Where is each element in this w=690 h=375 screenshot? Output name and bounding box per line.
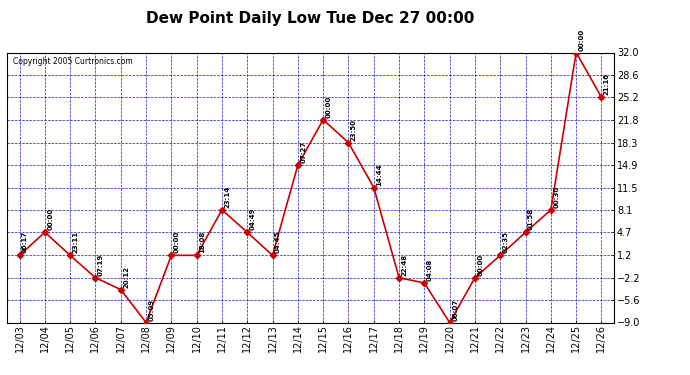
Text: 01:58: 01:58	[528, 208, 534, 230]
Point	[39, 229, 50, 235]
Point	[191, 252, 202, 258]
Text: 23:14: 23:14	[224, 186, 230, 208]
Point	[571, 50, 582, 55]
Point	[545, 207, 556, 213]
Point	[293, 162, 304, 168]
Text: 00:00: 00:00	[326, 96, 332, 118]
Text: 07:19: 07:19	[98, 254, 104, 276]
Point	[217, 207, 228, 213]
Text: 00:30: 00:30	[553, 186, 560, 208]
Text: 04:49: 04:49	[250, 208, 256, 230]
Text: 00:00: 00:00	[579, 28, 584, 51]
Point	[469, 275, 480, 281]
Text: 05:09: 05:09	[148, 298, 155, 321]
Text: 20:12: 20:12	[124, 266, 129, 288]
Point	[115, 286, 126, 292]
Text: Copyright 2005 Curtronics.com: Copyright 2005 Curtronics.com	[13, 57, 132, 66]
Text: 14:44: 14:44	[376, 163, 382, 186]
Text: 22:48: 22:48	[402, 254, 408, 276]
Point	[141, 320, 152, 326]
Point	[90, 275, 101, 281]
Text: 18:08: 18:08	[199, 231, 205, 254]
Text: 21:16: 21:16	[604, 73, 610, 95]
Point	[65, 252, 76, 258]
Point	[368, 184, 380, 190]
Point	[520, 229, 531, 235]
Text: 23:50: 23:50	[351, 119, 357, 141]
Point	[495, 252, 506, 258]
Point	[241, 229, 253, 235]
Text: 02:35: 02:35	[503, 231, 509, 254]
Text: 04:45: 04:45	[275, 231, 281, 254]
Text: 23:11: 23:11	[72, 231, 79, 254]
Point	[267, 252, 278, 258]
Point	[166, 252, 177, 258]
Text: Dew Point Daily Low Tue Dec 27 00:00: Dew Point Daily Low Tue Dec 27 00:00	[146, 11, 475, 26]
Point	[596, 94, 607, 100]
Point	[317, 117, 328, 123]
Text: 07:27: 07:27	[300, 141, 306, 163]
Point	[14, 252, 25, 258]
Text: 06:17: 06:17	[22, 231, 28, 254]
Text: 00:00: 00:00	[174, 231, 180, 254]
Text: 00:00: 00:00	[48, 208, 53, 230]
Point	[419, 280, 430, 286]
Text: 06:07: 06:07	[452, 298, 458, 321]
Point	[343, 140, 354, 146]
Point	[444, 320, 455, 326]
Text: 04:08: 04:08	[427, 259, 433, 281]
Text: 00:00: 00:00	[477, 254, 484, 276]
Point	[393, 275, 404, 281]
